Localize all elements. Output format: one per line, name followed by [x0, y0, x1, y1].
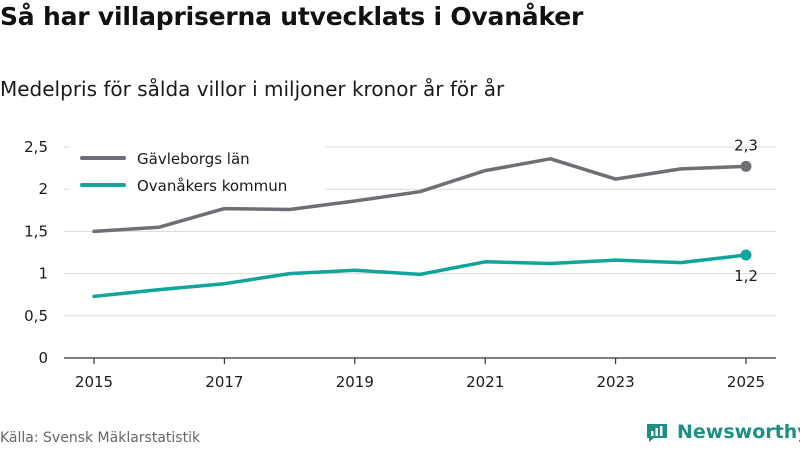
series-end-label: 1,2 [734, 267, 758, 285]
y-tick-label: 0,5 [24, 307, 48, 325]
series-end-marker [740, 249, 752, 261]
x-tick-label: 2023 [597, 373, 635, 391]
x-tick-label: 2019 [336, 373, 374, 391]
x-tick-label: 2015 [75, 373, 113, 391]
y-tick-label: 2,5 [24, 138, 48, 156]
x-tick-label: 2025 [727, 373, 765, 391]
legend-label: Ovanåkers kommun [137, 177, 287, 195]
x-tick-label: 2017 [205, 373, 243, 391]
y-tick-label: 1 [38, 265, 48, 283]
chart-title: Så har villapriserna utvecklats i Ovanåk… [0, 2, 584, 31]
y-tick-label: 1,5 [24, 222, 48, 240]
newsworthy-logo: Newsworthy [645, 420, 800, 444]
source-note: Källa: Svensk Mäklarstatistik [0, 430, 201, 446]
chart-subtitle: Medelpris för sålda villor i miljoner kr… [0, 77, 505, 101]
y-tick-label: 0 [38, 349, 48, 367]
newsworthy-logo-icon [647, 424, 667, 442]
series-end-marker [740, 160, 752, 172]
line-chart: 0 0,5 1 1,5 2 2,5 2015 2017 2019 2021 2023 2025 2,3 1… [24, 136, 776, 391]
y-tick-label: 2 [38, 180, 48, 198]
legend-label: Gävleborgs län [137, 150, 250, 168]
x-tick-label: 2021 [466, 373, 504, 391]
legend-background [70, 145, 325, 201]
series-end-label: 2,3 [734, 136, 758, 154]
series-line-gavleborg [92, 157, 748, 234]
brand-name: Newsworthy [677, 421, 800, 443]
series-line-ovanaker [92, 253, 748, 299]
